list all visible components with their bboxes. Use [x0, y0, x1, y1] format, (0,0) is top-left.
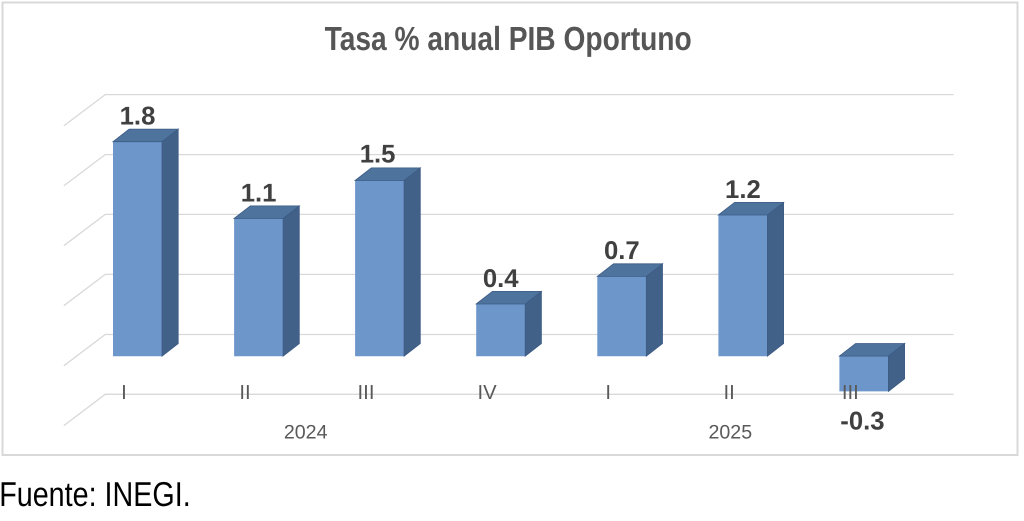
svg-text:-0.3: -0.3 — [840, 408, 884, 436]
svg-text:0.4: 0.4 — [483, 265, 519, 293]
svg-text:I: I — [121, 382, 127, 404]
svg-text:Tasa % anual PIB Oportuno: Tasa % anual PIB Oportuno — [325, 21, 692, 58]
svg-text:IV: IV — [478, 382, 498, 404]
svg-text:2024: 2024 — [284, 422, 328, 444]
svg-text:1.5: 1.5 — [360, 141, 396, 169]
svg-text:III: III — [842, 382, 859, 404]
svg-text:1.2: 1.2 — [725, 176, 761, 204]
svg-text:0.7: 0.7 — [604, 237, 640, 265]
svg-text:I: I — [605, 382, 611, 404]
svg-text:1.8: 1.8 — [120, 103, 156, 131]
svg-text:II: II — [239, 382, 250, 404]
svg-text:2025: 2025 — [709, 422, 753, 444]
svg-text:III: III — [358, 382, 375, 404]
svg-text:Fuente: INEGI.: Fuente: INEGI. — [0, 476, 191, 514]
svg-text:II: II — [724, 382, 735, 404]
svg-text:1.1: 1.1 — [241, 179, 277, 207]
